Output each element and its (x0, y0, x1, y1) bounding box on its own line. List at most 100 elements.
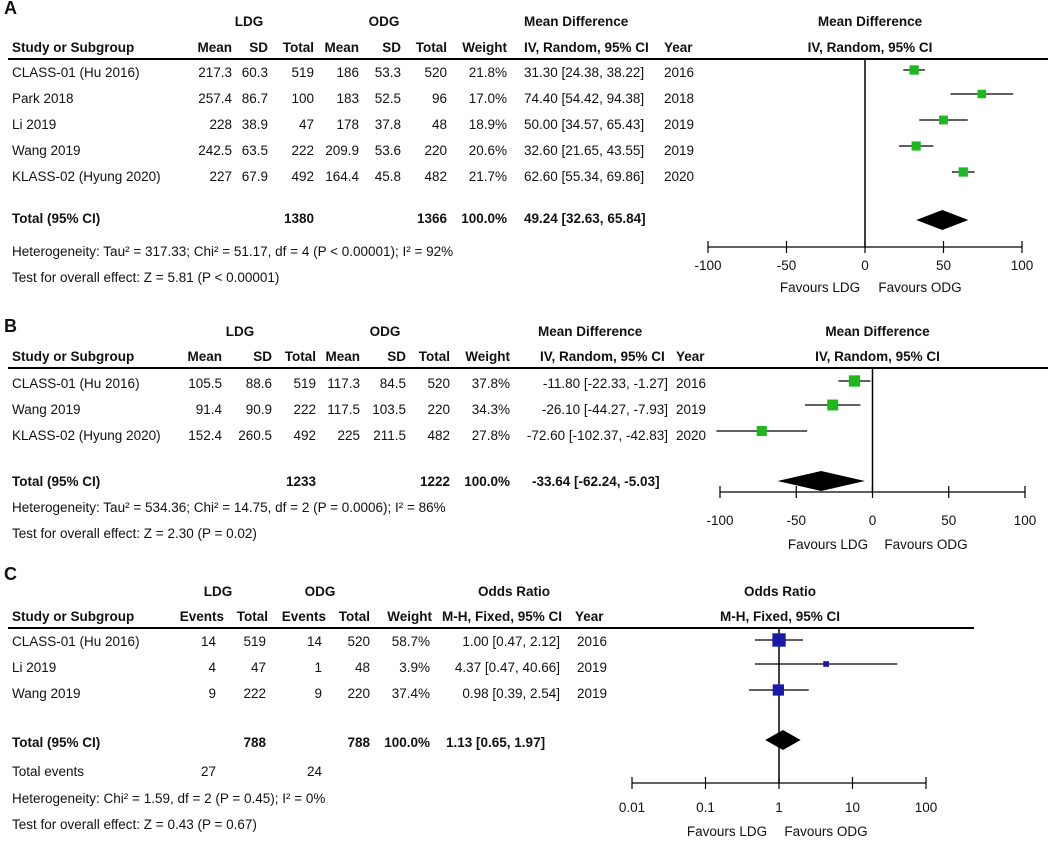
events1: 9 (208, 686, 216, 701)
heterogeneity-text: Heterogeneity: Tau² = 317.33; Chi² = 51.… (12, 244, 454, 259)
b-col-year: Year (676, 349, 705, 364)
a-plot-header: Mean Difference (817, 14, 923, 29)
total1: 492 (291, 169, 314, 184)
b-col-sd1: SD (253, 349, 272, 364)
pb-favours-left-label: Favours LDG (788, 537, 868, 552)
pa-study-marker (911, 141, 921, 151)
ci-text: -11.80 [-22.33, -1.27] (542, 376, 668, 391)
b-col-mean2: Mean (325, 349, 360, 364)
a-col-study: Study or Subgroup (12, 40, 135, 55)
weight: 21.7% (468, 169, 507, 184)
mean1: 257.4 (198, 91, 232, 106)
pc-favours-left-label: Favours LDG (687, 824, 767, 839)
c-header-rule (8, 627, 974, 629)
pc-x-tick-label: 1 (775, 800, 783, 815)
total1: 492 (293, 428, 316, 443)
heterogeneity-text: Heterogeneity: Tau² = 534.36; Chi² = 14.… (12, 500, 446, 515)
ci-text: -26.10 [-44.27, -7.93] (541, 402, 668, 417)
total-label: Total (95% CI) (12, 211, 101, 226)
sd2: 53.6 (374, 143, 401, 158)
ci-text: 1.00 [0.47, 2.12] (462, 634, 560, 649)
total-weight: 100.0% (464, 474, 510, 489)
study-name: CLASS-01 (Hu 2016) (12, 65, 140, 80)
sd1: 260.5 (238, 428, 272, 443)
weight: 3.9% (399, 660, 430, 675)
sd1: 90.9 (245, 402, 272, 417)
events2: 9 (314, 686, 322, 701)
pb-pooled-diamond (777, 471, 865, 491)
pc-x-tick-label: 100 (915, 800, 938, 815)
mean1: 242.5 (198, 143, 232, 158)
total1: 47 (298, 117, 314, 132)
c-col-ci: M-H, Fixed, 95% CI (442, 609, 563, 624)
pa-pooled-diamond (916, 210, 969, 230)
ci-text: 4.37 [0.47, 40.66] (454, 660, 560, 675)
events1: 14 (200, 634, 216, 649)
sd2: 53.3 (374, 65, 401, 80)
mean2: 186 (336, 65, 359, 80)
a-col-total2: Total (415, 40, 447, 55)
a-col-sd2: SD (382, 40, 401, 55)
weight: 17.0% (468, 91, 507, 106)
total2: 48 (354, 660, 370, 675)
ci-text: 32.60 [21.65, 43.55] (524, 143, 645, 158)
a-col-mean1: Mean (197, 40, 232, 55)
pb-x-tick-label: -50 (786, 513, 806, 528)
study-name: Wang 2019 (12, 143, 81, 158)
panel-label-c: C (4, 564, 17, 584)
pc-x-tick-label: 0.01 (619, 800, 645, 815)
a-col-mean2: Mean (324, 40, 359, 55)
b-header-rule (8, 367, 1048, 369)
ci-text: 74.40 [54.42, 94.38] (524, 91, 645, 106)
mean2: 117.5 (327, 402, 360, 417)
a-col-year: Year (664, 40, 693, 55)
weight: 27.8% (471, 428, 510, 443)
total1: 519 (243, 634, 266, 649)
pa-study-marker (909, 65, 919, 75)
weight: 34.3% (471, 402, 510, 417)
total1: 222 (243, 686, 266, 701)
mean1: 217.3 (198, 65, 232, 80)
total-ci: -33.64 [-62.24, -5.03] (532, 474, 660, 489)
total-events1: 27 (200, 764, 216, 779)
study-name: KLASS-02 (Hyung 2020) (12, 169, 161, 184)
ci-text: -72.60 [-102.37, -42.83] (526, 428, 668, 443)
c-col-study: Study or Subgroup (12, 609, 135, 624)
pb-study-marker (756, 425, 767, 437)
year: 2019 (577, 660, 608, 675)
pc-favours-right-label: Favours ODG (784, 824, 867, 839)
pa-study-marker (939, 115, 948, 125)
total-label: Total (95% CI) (12, 474, 101, 489)
mean2: 164.4 (325, 169, 359, 184)
b-col-sd2: SD (387, 349, 406, 364)
ci-text: 0.98 [0.39, 2.54] (462, 686, 560, 701)
pc-study-marker (823, 661, 829, 667)
study-name: Wang 2019 (12, 402, 81, 417)
total2: 520 (424, 65, 447, 80)
study-name: Wang 2019 (12, 686, 81, 701)
total2: 96 (431, 91, 447, 106)
year: 2016 (577, 634, 608, 649)
b-col-mean1: Mean (187, 349, 222, 364)
total2: 482 (424, 169, 447, 184)
pa-study-marker (977, 89, 987, 99)
mean1: 152.4 (188, 428, 222, 443)
b-col-ci: IV, Random, 95% CI (540, 349, 665, 364)
total2: 520 (427, 376, 450, 391)
total1: 519 (291, 65, 314, 80)
sd1: 63.5 (241, 143, 268, 158)
total2: 220 (424, 143, 447, 158)
a-effect-header: Mean Difference (524, 14, 629, 29)
total2: 220 (427, 402, 450, 417)
pb-favours-right-label: Favours ODG (884, 537, 967, 552)
mean2: 209.9 (325, 143, 359, 158)
year: 2016 (664, 65, 695, 80)
pa-x-tick-label: -50 (777, 258, 797, 273)
total2: 220 (347, 686, 370, 701)
c-col-total2: Total (338, 609, 370, 624)
a-col-sd1: SD (249, 40, 268, 55)
c-col-year: Year (575, 609, 604, 624)
year: 2019 (577, 686, 608, 701)
a-plot-method: IV, Random, 95% CI (807, 40, 933, 55)
